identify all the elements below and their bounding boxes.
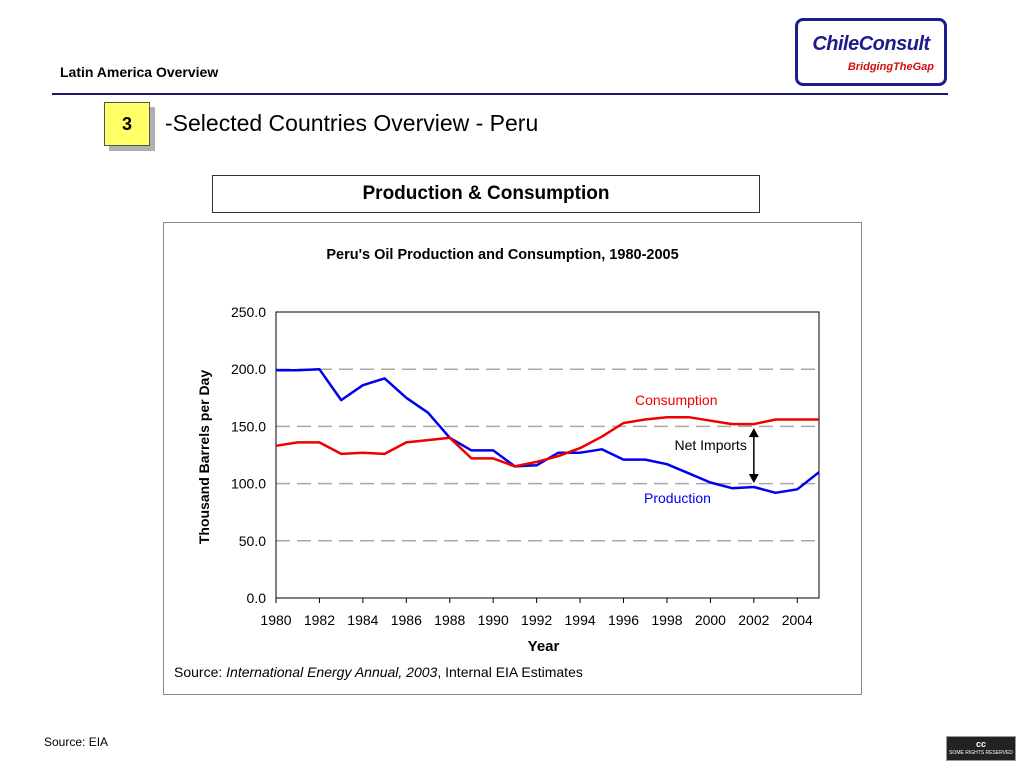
net-imports-arrow-head-down [748,474,759,484]
x-tick-label: 2004 [782,612,813,628]
chart-source: Source: International Energy Annual, 200… [174,664,583,680]
x-tick-label: 1984 [347,612,378,628]
chart-source-prefix: Source: [174,664,226,680]
y-tick-label: 200.0 [231,361,266,377]
x-tick-label: 1988 [434,612,465,628]
x-tick-label: 1980 [260,612,291,628]
x-tick-label: 2002 [738,612,769,628]
section-number-badge: 3 [104,102,150,146]
x-tick-label: 1998 [651,612,682,628]
y-tick-label: 0.0 [247,590,267,606]
net-imports-label: Net Imports [674,437,746,453]
cc-icon: cc [975,739,986,749]
cc-badge-text: SOME RIGHTS RESERVED [949,750,1013,756]
y-tick-label: 250.0 [231,304,266,320]
series-label-consumption: Consumption [635,392,718,408]
y-tick-label: 150.0 [231,418,266,434]
x-tick-label: 1990 [478,612,509,628]
x-axis-label: Year [528,638,560,655]
chart-frame: Peru's Oil Production and Consumption, 1… [163,222,862,695]
chart-source-suffix: , Internal EIA Estimates [437,664,583,680]
plot-area [275,311,820,599]
series-label-production: Production [644,490,711,506]
x-tick-label: 1986 [391,612,422,628]
oil-chart: Peru's Oil Production and Consumption, 1… [174,247,820,680]
footer-source: Source: EIA [44,735,109,749]
series-line-consumption [275,415,819,468]
section-title: -Selected Countries Overview - Peru [165,110,539,136]
x-tick-label: 2000 [695,612,726,628]
logo-name: ChileConsult [812,33,930,55]
x-tick-label: 1996 [608,612,639,628]
x-tick-label: 1994 [565,612,596,628]
y-tick-label: 100.0 [231,476,266,492]
chart-source-title: International Energy Annual, 2003 [226,664,437,680]
x-tick-label: 1992 [521,612,552,628]
y-tick-label: 50.0 [239,533,266,549]
slide-subtitle: Production & Consumption [212,175,760,213]
page-header-title: Latin America Overview [60,64,219,80]
net-imports-arrow-head-up [748,428,759,438]
company-logo: ChileConsult BridgingTheGap [795,18,947,86]
series-line-production [276,367,820,495]
chart-title: Peru's Oil Production and Consumption, 1… [326,247,678,263]
y-axis-label: Thousand Barrels per Day [196,370,212,544]
creative-commons-badge[interactable]: cc SOME RIGHTS RESERVED [946,736,1016,761]
x-tick-label: 1982 [304,612,335,628]
header-divider [52,93,948,95]
logo-tagline: BridgingTheGap [847,61,934,73]
